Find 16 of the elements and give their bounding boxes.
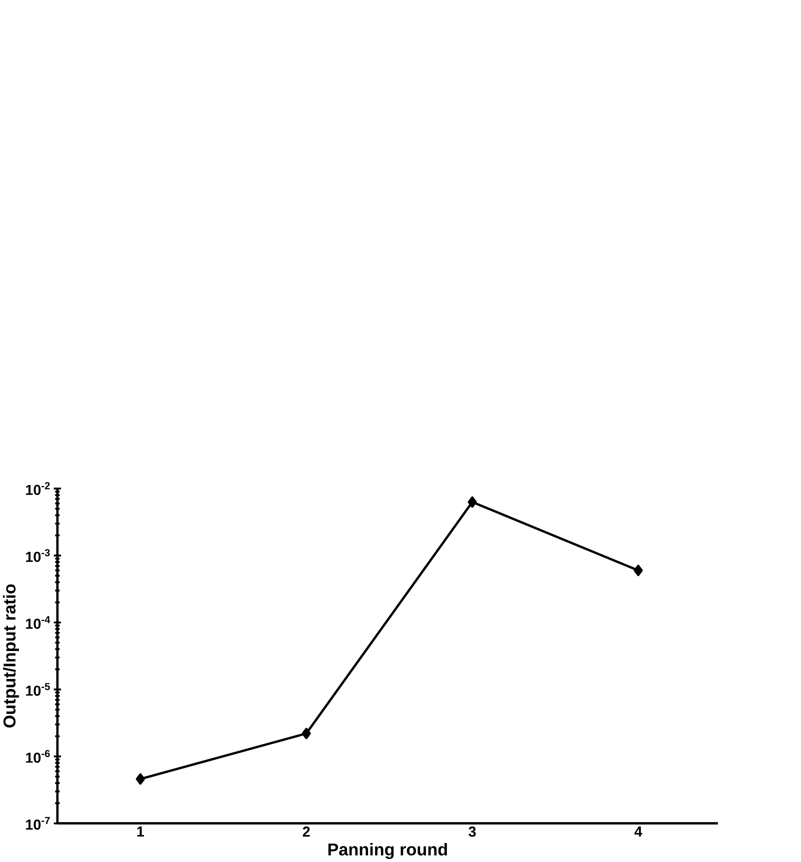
point [302, 728, 311, 740]
point [136, 773, 146, 785]
x-tick-label: 3 [468, 826, 476, 837]
point [634, 564, 643, 576]
y-tick-label: 10$^{-5}$ [26, 683, 50, 696]
x-tick-label: 4 [634, 826, 642, 836]
point [468, 496, 477, 508]
y-tick-label: 10$^{-7}$ [26, 816, 50, 830]
y-tick-label: 10$^{-3}$ [26, 549, 50, 562]
y-tick-label: 10$^{-4}$ [26, 616, 50, 629]
x-tick-label: 1 [137, 826, 144, 836]
y-tick-label: 10$^{-2}$ [26, 482, 50, 496]
x-tick-label: 2 [302, 826, 310, 837]
x-axis-title: Panning round [328, 842, 448, 860]
y-axis-title: Output/Input ratio [3, 584, 20, 728]
y-tick-label: 10$^{-6}$ [26, 750, 50, 763]
